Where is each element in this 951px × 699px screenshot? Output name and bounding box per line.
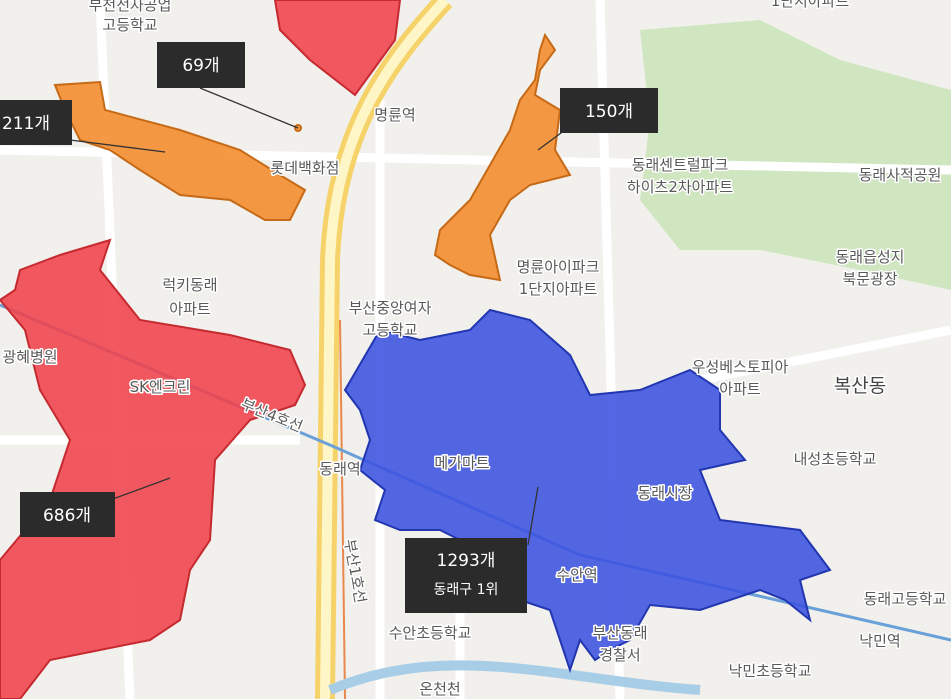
place-label: 롯데백화점 bbox=[270, 159, 339, 177]
place-label: 1단지아파트 bbox=[771, 0, 850, 10]
callouts: 69개 211개 150개 686개 1293개 동래구 1위 bbox=[0, 42, 658, 613]
callout-box bbox=[560, 88, 658, 133]
place-label: 북문광장 bbox=[842, 270, 897, 288]
place-label: 온천천 bbox=[419, 680, 460, 698]
place-label: 낙민역 bbox=[859, 632, 900, 650]
place-label: 부산동래 bbox=[592, 624, 647, 642]
region bbox=[273, 0, 402, 97]
place-label: 우성베스토피아 bbox=[692, 358, 789, 376]
callout-label: 150개 bbox=[585, 102, 633, 122]
place-label: 고등학교 bbox=[362, 321, 417, 339]
place-label: 아파트 bbox=[169, 300, 211, 318]
place-label: 메가마트 bbox=[434, 454, 489, 472]
place-label: 명륜역 bbox=[374, 106, 415, 124]
callout-sublabel: 동래구 1위 bbox=[434, 582, 499, 598]
region bbox=[433, 32, 572, 282]
regions bbox=[0, 0, 832, 699]
place-label: 부천전자공업 bbox=[89, 0, 172, 14]
callout-label: 211개 bbox=[2, 114, 50, 134]
callout-box bbox=[157, 42, 245, 88]
place-label: 경찰서 bbox=[599, 646, 640, 664]
callout-label: 1293개 bbox=[437, 551, 496, 571]
place-label: 동래역 bbox=[319, 460, 360, 478]
callout-leader bbox=[69, 139, 166, 153]
park-area bbox=[640, 20, 951, 290]
place-label: 동래센트럴파크 bbox=[632, 156, 729, 174]
callout-label: 686개 bbox=[43, 506, 91, 526]
region bbox=[53, 80, 307, 221]
place-label: 수안초등학교 bbox=[389, 624, 472, 642]
place-label: 광혜병원 bbox=[2, 348, 57, 366]
place-label: 수안역 bbox=[556, 566, 597, 584]
callout-box bbox=[20, 492, 115, 537]
place-label: 고등학교 bbox=[102, 16, 157, 34]
place-label: 아파트 bbox=[719, 380, 761, 398]
main-road-center bbox=[320, 0, 449, 699]
place-label: 럭키동래 bbox=[162, 276, 217, 294]
callout-leader bbox=[199, 87, 299, 129]
callout-label: 69개 bbox=[182, 56, 219, 76]
place-label: 동래읍성지 bbox=[835, 248, 904, 266]
callout-leader bbox=[109, 477, 171, 501]
callout-leader bbox=[537, 129, 566, 151]
place-label: 동래사적공원 bbox=[859, 166, 942, 184]
place-label: 내성초등학교 bbox=[794, 450, 877, 468]
place-label: 복산동 bbox=[834, 375, 886, 397]
place-label: SK엔크린 bbox=[130, 378, 191, 396]
place-label: 동래시장 bbox=[637, 484, 692, 502]
stream bbox=[328, 660, 701, 695]
place-label: 하이츠2차아파트 bbox=[627, 178, 733, 196]
subway-line-1 bbox=[339, 319, 346, 699]
callout-leader bbox=[527, 486, 539, 546]
region bbox=[0, 238, 307, 699]
place-label: 1단지아파트 bbox=[519, 280, 598, 298]
place-label: 동래고등학교 bbox=[864, 590, 947, 608]
callout-box bbox=[405, 538, 527, 613]
region bbox=[343, 308, 832, 674]
place-label: 부산중앙여자 bbox=[349, 299, 432, 317]
place-label: 낙민초등학교 bbox=[729, 662, 812, 680]
place-label: 명륜아이파크 bbox=[517, 258, 600, 276]
callout-box bbox=[0, 100, 72, 145]
